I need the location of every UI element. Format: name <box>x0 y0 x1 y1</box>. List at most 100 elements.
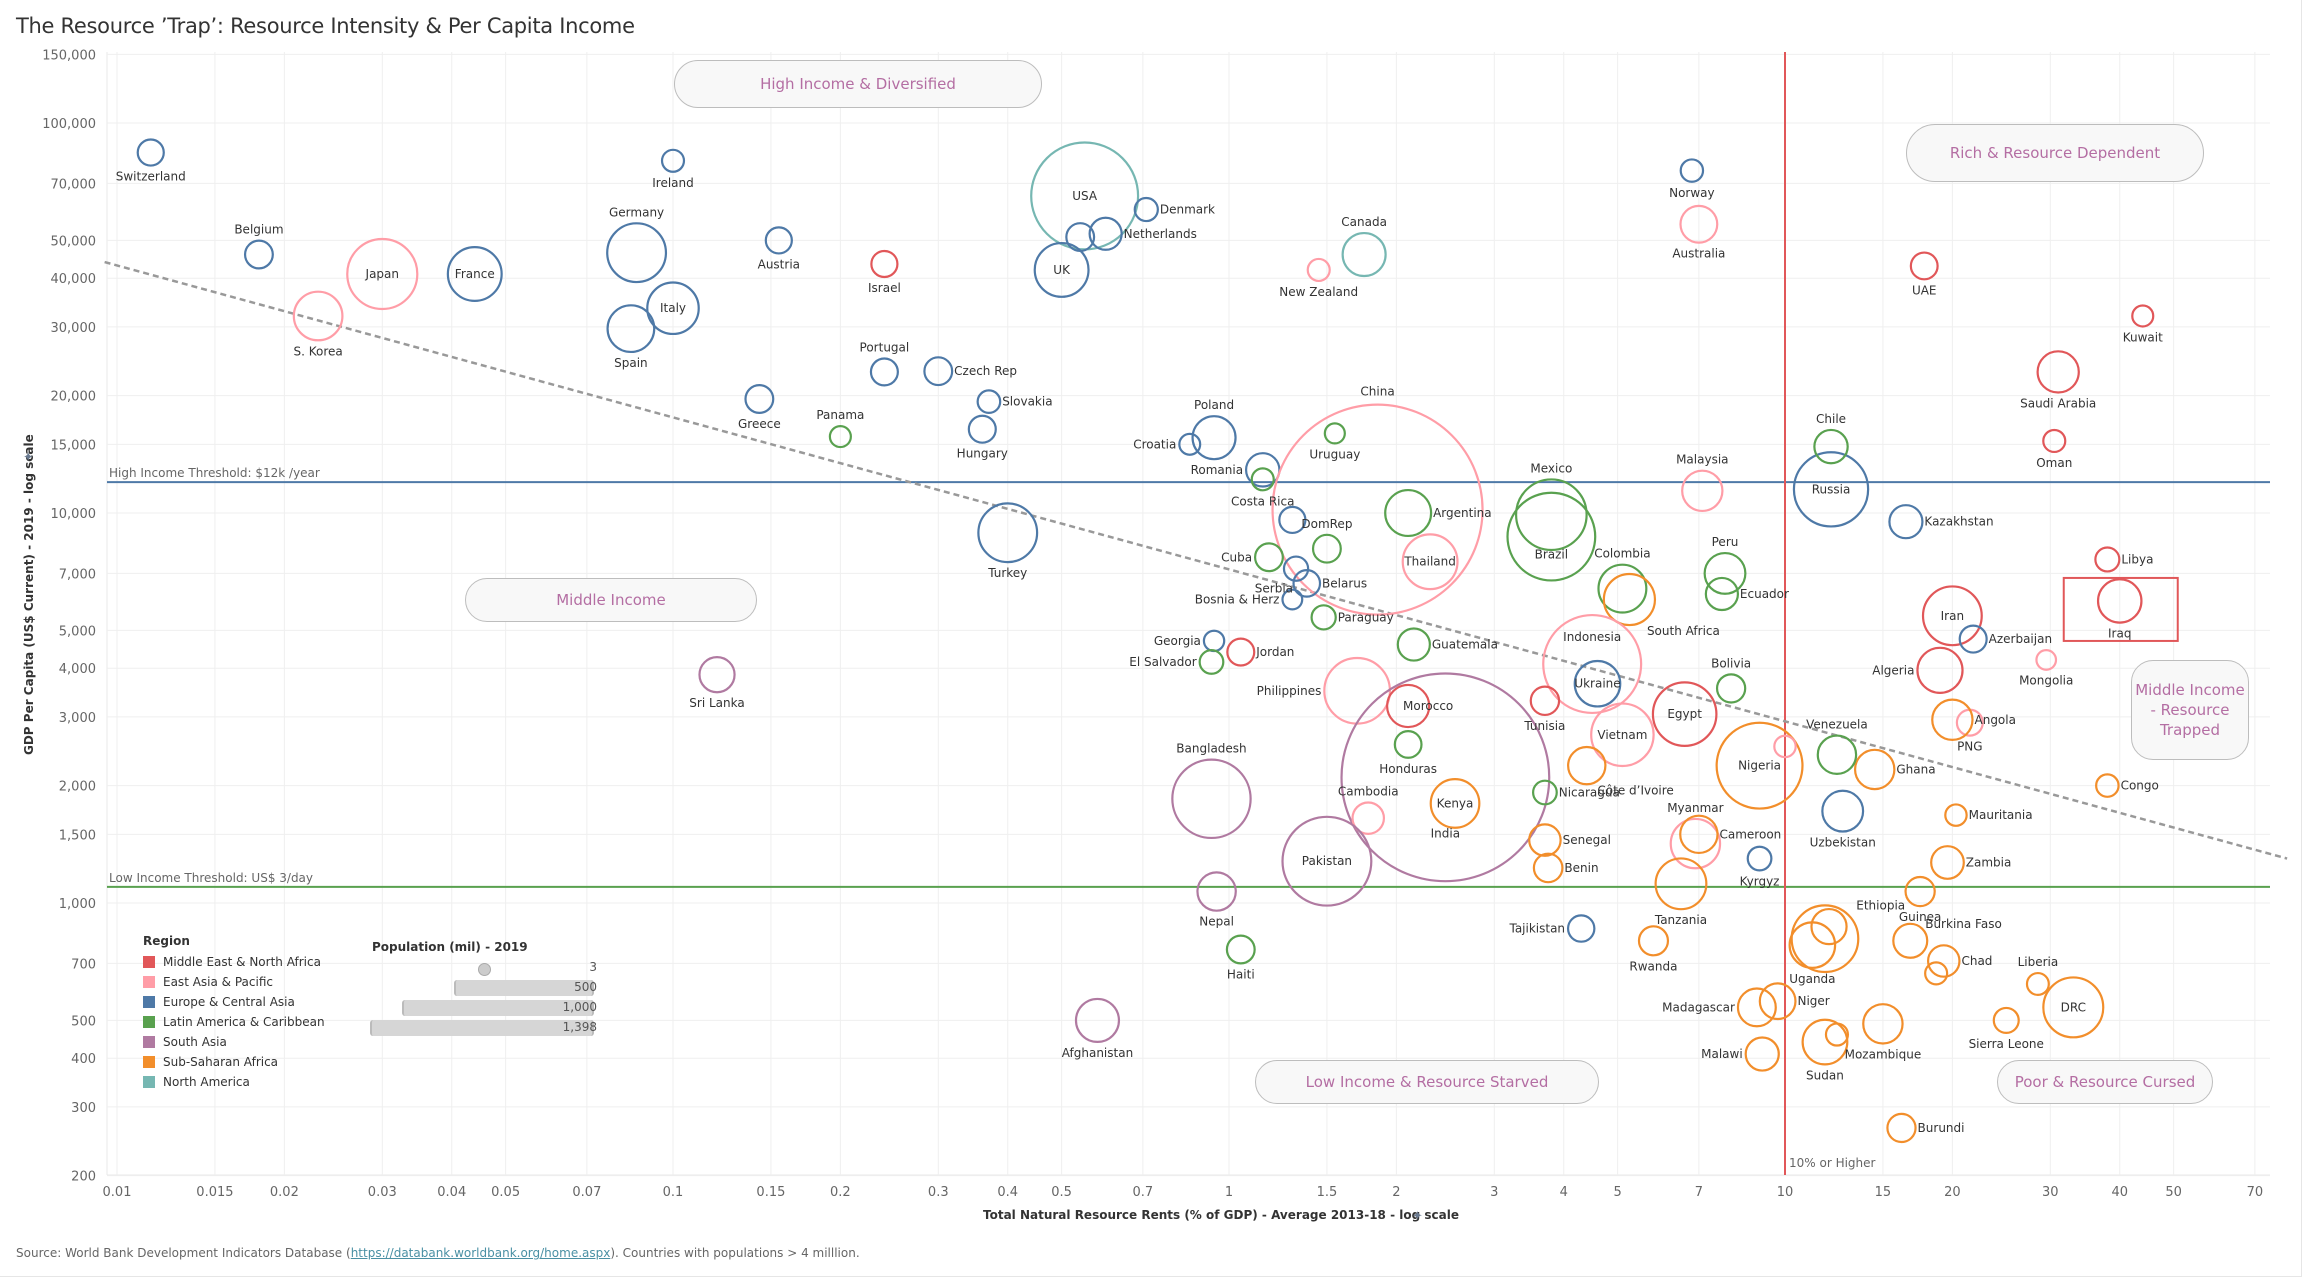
bubble[interactable] <box>1567 745 1607 786</box>
bubble[interactable] <box>2131 304 2155 328</box>
bubble[interactable] <box>1340 672 1551 883</box>
bubble[interactable] <box>1958 624 1988 654</box>
bubble[interactable] <box>1281 588 1304 611</box>
bubble[interactable] <box>1637 925 1670 957</box>
bubble[interactable] <box>2036 350 2080 394</box>
region-legend-item[interactable]: Europe & Central Asia <box>143 992 325 1012</box>
bubble[interactable] <box>1909 251 1939 281</box>
bubble[interactable] <box>243 239 274 270</box>
bubble[interactable] <box>2042 976 2105 1039</box>
bubble[interactable] <box>1816 734 1858 775</box>
bubble[interactable] <box>1916 646 1964 694</box>
bubble[interactable] <box>1992 1006 2020 1034</box>
bubble[interactable] <box>870 249 899 279</box>
bubble[interactable] <box>1930 845 1965 880</box>
bubble[interactable] <box>1529 685 1561 717</box>
bubble[interactable] <box>1773 734 1797 759</box>
bubble[interactable] <box>1133 196 1159 223</box>
bubble[interactable] <box>976 389 1002 415</box>
bubble[interactable] <box>1944 803 1968 827</box>
bubble[interactable] <box>1310 604 1337 631</box>
bubble[interactable] <box>1065 222 1096 253</box>
bubble[interactable] <box>1341 231 1387 278</box>
bubble[interactable] <box>1351 801 1386 835</box>
bubble[interactable] <box>1386 683 1431 729</box>
bubble[interactable] <box>698 656 736 694</box>
bubble[interactable] <box>1292 569 1322 598</box>
bubble[interactable] <box>1396 627 1431 662</box>
region-legend-item[interactable]: South Asia <box>143 1032 325 1052</box>
bubble[interactable] <box>1679 204 1719 244</box>
bubble[interactable] <box>1515 478 1588 552</box>
bubble[interactable] <box>1590 702 1655 768</box>
region-legend-item[interactable]: East Asia & Pacific <box>143 972 325 992</box>
bubble[interactable] <box>1323 422 1346 445</box>
bubble[interactable] <box>1813 428 1849 465</box>
bubble[interactable] <box>1226 637 1256 667</box>
bubble[interactable] <box>1573 659 1622 708</box>
bubble[interactable] <box>1821 789 1865 833</box>
bubble[interactable] <box>1669 817 1722 870</box>
bubble[interactable] <box>1171 758 1252 840</box>
bubble[interactable] <box>1892 922 1929 959</box>
region-legend-item[interactable]: North America <box>143 1072 325 1092</box>
bubble[interactable] <box>2095 773 2120 798</box>
bubble[interactable] <box>1528 823 1562 857</box>
bubble[interactable] <box>1715 673 1747 704</box>
bubble[interactable] <box>1679 814 1719 855</box>
bubble[interactable] <box>1306 257 1331 283</box>
bubble[interactable] <box>1196 871 1237 912</box>
bubble[interactable] <box>1271 403 1484 616</box>
bubble[interactable] <box>764 226 793 255</box>
bubble[interactable] <box>1250 467 1275 492</box>
bubble[interactable] <box>967 414 997 444</box>
bubble[interactable] <box>1926 944 1961 978</box>
bubble[interactable] <box>1679 158 1705 183</box>
pin-icon[interactable]: ✦ <box>22 451 37 462</box>
bubble[interactable] <box>1736 987 1777 1028</box>
source-link[interactable]: https://databank.worldbank.org/home.aspx <box>350 1246 611 1260</box>
bubble[interactable] <box>1853 748 1896 791</box>
bubble[interactable] <box>1904 875 1936 908</box>
bubble[interactable] <box>1191 415 1237 461</box>
bubble[interactable] <box>1651 681 1718 747</box>
bubble[interactable] <box>1311 533 1342 564</box>
bubble[interactable] <box>1566 914 1596 943</box>
bubble[interactable] <box>2096 578 2143 624</box>
pin-icon[interactable]: ✦ <box>1412 1209 1423 1224</box>
region-legend-item[interactable]: Sub-Saharan Africa <box>143 1052 325 1072</box>
bubble[interactable] <box>828 425 852 449</box>
bubble[interactable] <box>1202 629 1226 653</box>
bubble[interactable] <box>1704 576 1740 612</box>
bubble[interactable] <box>1506 491 1597 582</box>
bubble[interactable] <box>923 356 954 387</box>
bubble[interactable] <box>1542 613 1643 715</box>
bubble[interactable] <box>1602 572 1657 627</box>
bubble[interactable] <box>1758 982 1797 1021</box>
bubble[interactable] <box>2042 428 2067 454</box>
bubble[interactable] <box>136 138 165 167</box>
region-legend-item[interactable]: Latin America & Caribbean <box>143 1012 325 1032</box>
bubble[interactable] <box>2094 546 2121 573</box>
bubble[interactable] <box>1886 1112 1917 1144</box>
bubble[interactable] <box>1597 563 1648 614</box>
bubble[interactable] <box>1862 1003 1904 1045</box>
bubble[interactable] <box>1703 551 1747 595</box>
bubble[interactable] <box>1931 698 1974 741</box>
bubble[interactable] <box>1278 505 1307 535</box>
bubble[interactable] <box>1792 451 1870 528</box>
bubble[interactable] <box>660 148 686 173</box>
bubble[interactable] <box>1532 852 1564 884</box>
bubble[interactable] <box>869 357 899 387</box>
bubble[interactable] <box>346 237 419 311</box>
bubble[interactable] <box>446 246 503 303</box>
bubble[interactable] <box>1393 730 1423 759</box>
bubble[interactable] <box>1921 585 1983 647</box>
bubble[interactable] <box>1178 432 1202 456</box>
bubble[interactable] <box>1281 815 1373 907</box>
bubble[interactable] <box>1681 469 1724 513</box>
bubble[interactable] <box>1924 961 1949 986</box>
bubble[interactable] <box>744 384 775 414</box>
bubble[interactable] <box>2035 649 2058 671</box>
bubble[interactable] <box>1429 778 1481 829</box>
